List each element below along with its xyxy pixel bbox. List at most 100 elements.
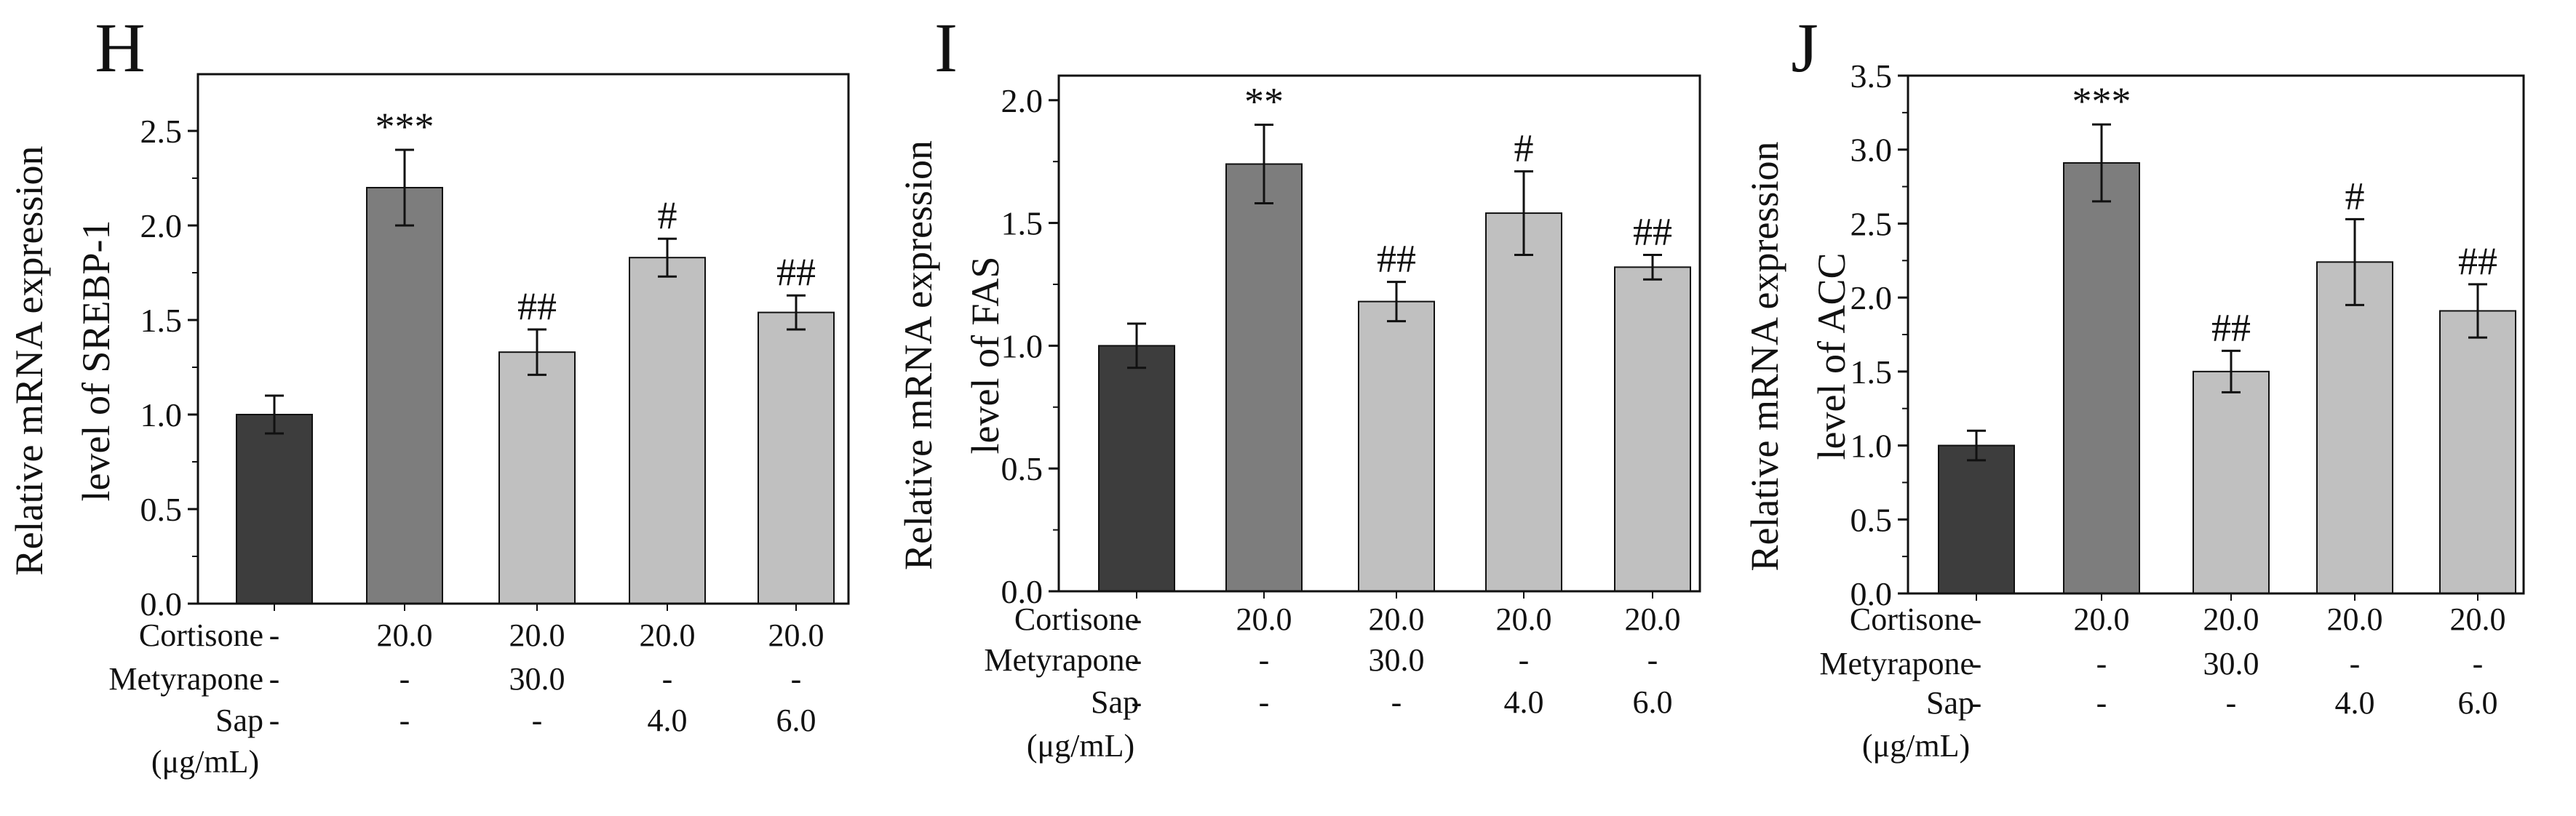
significance-label: # <box>658 193 677 237</box>
treatment-value: 30.0 <box>509 661 565 697</box>
y-tick-label: 2.5 <box>1850 205 1893 242</box>
treatment-value: - <box>1259 684 1270 720</box>
row-label-metyrapone: Metyrapone <box>984 642 1139 678</box>
bar <box>236 414 313 604</box>
y-tick-label: 2.0 <box>1001 82 1043 119</box>
treatment-value: - <box>2350 646 2361 681</box>
treatment-value: 20.0 <box>2327 601 2383 637</box>
bar <box>1225 163 1303 593</box>
y-tick-label: 0.5 <box>1850 501 1893 538</box>
y-axis-label-line2: level of SREBP-1 <box>74 220 118 502</box>
treatment-value: - <box>791 661 802 697</box>
significance-label: ## <box>776 250 816 294</box>
treatment-value: - <box>662 661 673 697</box>
treatment-value: 4.0 <box>1504 684 1544 720</box>
treatment-value: - <box>269 661 280 697</box>
treatment-value: - <box>2226 685 2237 721</box>
panel-label: I <box>934 9 958 87</box>
row-label-sap-unit: (μg/mL) <box>151 744 259 780</box>
significance-label: ## <box>517 284 557 328</box>
treatment-value: - <box>1647 642 1658 678</box>
treatment-value: 20.0 <box>768 617 824 653</box>
treatment-value: 20.0 <box>1496 601 1552 637</box>
y-tick-label: 1.0 <box>1001 327 1043 364</box>
treatment-value: - <box>1132 642 1142 678</box>
significance-label: ** <box>1244 80 1284 124</box>
significance-label: ## <box>1377 237 1416 281</box>
y-tick-label: 1.5 <box>1850 353 1893 391</box>
bar <box>2439 310 2516 594</box>
significance-label: ## <box>2211 305 2251 349</box>
bar <box>2193 370 2270 594</box>
y-tick-label: 3.0 <box>1850 132 1893 169</box>
y-tick-label: 0.0 <box>1850 575 1893 612</box>
y-axis-label-line2: level of ACC <box>1810 253 1853 460</box>
treatment-value: - <box>1971 685 1982 721</box>
y-axis-label-line1: Relative mRNA expression <box>897 140 940 570</box>
y-tick-label: 1.5 <box>1001 205 1043 242</box>
panel-label: J <box>1791 9 1818 87</box>
significance-label: # <box>2345 174 2365 217</box>
treatment-value: 4.0 <box>2335 685 2375 721</box>
treatment-value: - <box>269 617 280 653</box>
plot-frame <box>196 73 850 605</box>
treatment-value: - <box>2096 646 2107 681</box>
treatment-value: 20.0 <box>509 617 565 653</box>
treatment-value: 6.0 <box>2458 685 2498 721</box>
treatment-value: 20.0 <box>1369 601 1425 637</box>
treatment-value: - <box>1391 684 1402 720</box>
row-label-sap: Sap <box>1091 684 1139 720</box>
row-label-cortisone: Cortisone <box>1014 601 1139 637</box>
treatment-value: - <box>1132 684 1142 720</box>
y-tick-label: 1.5 <box>140 302 183 339</box>
treatment-value: - <box>2096 685 2107 721</box>
treatment-value: 6.0 <box>1633 684 1673 720</box>
treatment-value: - <box>1971 646 1982 681</box>
bar <box>2063 162 2140 595</box>
treatment-value: 20.0 <box>377 617 433 653</box>
treatment-value: 20.0 <box>2203 601 2259 637</box>
significance-label: *** <box>2072 79 2131 123</box>
bar <box>758 311 835 604</box>
y-tick-label: 0.0 <box>140 585 183 623</box>
bar <box>1614 266 1691 592</box>
y-tick-label: 3.5 <box>1850 57 1893 95</box>
treatment-value: 6.0 <box>776 703 816 738</box>
treatment-value: - <box>1519 642 1530 678</box>
row-label-sap: Sap <box>215 703 263 738</box>
treatment-value: - <box>399 703 410 738</box>
y-tick-label: 0.5 <box>140 491 183 528</box>
y-tick-label: 1.0 <box>140 396 183 433</box>
row-label-sap-unit: (μg/mL) <box>1862 728 1970 764</box>
treatment-value: 30.0 <box>2203 646 2259 681</box>
row-label-cortisone: Cortisone <box>1850 601 1974 637</box>
bar <box>1485 212 1562 593</box>
treatment-value: - <box>1971 601 1982 637</box>
y-axis-label-line1: Relative mRNA expression <box>7 146 51 576</box>
significance-label: *** <box>375 105 434 148</box>
treatment-value: 20.0 <box>2450 601 2506 637</box>
significance-label: # <box>1514 127 1534 170</box>
y-tick-label: 1.0 <box>1850 428 1893 465</box>
treatment-value: - <box>399 661 410 697</box>
y-axis-label-line2: level of FAS <box>963 257 1007 455</box>
row-label-sap: Sap <box>1926 685 1974 721</box>
significance-label: ## <box>2458 239 2497 283</box>
treatment-value: 20.0 <box>640 617 696 653</box>
bar <box>366 187 443 604</box>
y-tick-label: 0.0 <box>1001 573 1043 610</box>
row-label-metyrapone: Metyrapone <box>108 661 263 697</box>
bar <box>498 351 576 604</box>
treatment-value: 20.0 <box>1625 601 1681 637</box>
y-tick-label: 2.0 <box>1850 279 1893 316</box>
bar <box>1358 300 1435 592</box>
treatment-value: - <box>532 703 543 738</box>
significance-label: ## <box>1633 209 1672 253</box>
bar <box>1938 444 2015 594</box>
row-label-sap-unit: (μg/mL) <box>1027 728 1134 764</box>
y-axis-label-line1: Relative mRNA expression <box>1743 142 1786 572</box>
panel-label: H <box>95 9 145 87</box>
